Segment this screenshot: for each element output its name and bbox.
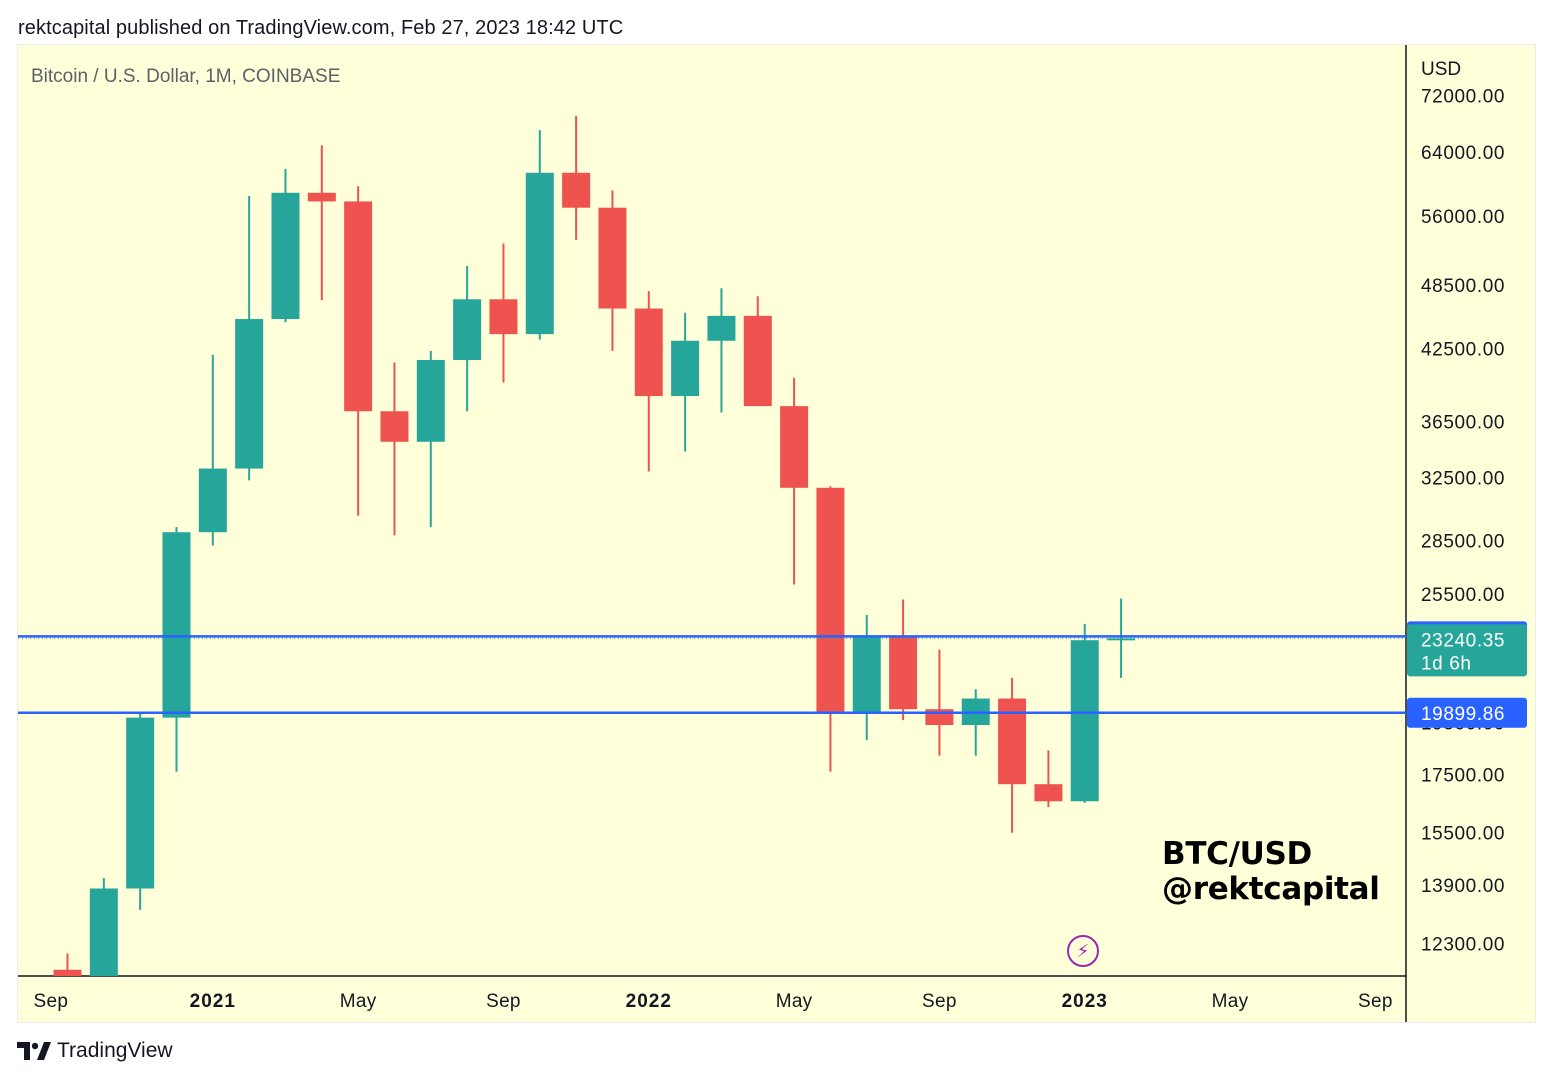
price-axis-unit: USD xyxy=(1421,59,1461,80)
x-tick-label: 2021 xyxy=(190,991,236,1012)
candle-body xyxy=(816,487,845,712)
lightning-icon[interactable]: ⚡︎ xyxy=(1067,935,1099,967)
y-tick-label: 17500.00 xyxy=(1421,765,1505,786)
last-price-label: 23240.35 xyxy=(1421,630,1505,651)
candle-body xyxy=(53,969,82,976)
candle-body xyxy=(525,172,554,335)
horizontal-level-badge xyxy=(1407,697,1527,728)
candle-body xyxy=(889,637,918,710)
candle-body xyxy=(998,698,1027,785)
watermark-author: @rektcapital xyxy=(1162,871,1380,907)
symbol-title: Bitcoin / U.S. Dollar, 1M, COINBASE xyxy=(31,66,341,87)
y-tick-label: 56000.00 xyxy=(1421,207,1505,228)
y-tick-label: 25500.00 xyxy=(1421,585,1505,606)
price-axis xyxy=(1406,45,1535,1022)
author-watermark: BTC/USD @rektcapital xyxy=(1162,837,1380,907)
candle-body xyxy=(126,717,155,889)
y-tick-label: 42500.00 xyxy=(1421,340,1505,361)
x-tick-label: May xyxy=(776,991,813,1012)
y-tick-label: 12300.00 xyxy=(1421,935,1505,956)
candle-body xyxy=(598,207,627,309)
candle-body xyxy=(671,340,700,397)
candle-body xyxy=(743,315,772,407)
candle-body xyxy=(1107,638,1136,641)
watermark-symbol: BTC/USD xyxy=(1162,836,1312,872)
candlestick-chart[interactable]: USD 72000.00 64000.00 56000.00 48500.00 42500… xyxy=(18,45,1535,1022)
candle-body xyxy=(1034,784,1063,802)
last-price-badge xyxy=(1407,624,1527,677)
candle-body xyxy=(707,315,736,341)
candle-body xyxy=(416,360,445,442)
x-tick-label: Sep xyxy=(1358,991,1393,1012)
y-tick-label: 48500.00 xyxy=(1421,276,1505,297)
candle-body xyxy=(344,201,373,412)
x-tick-label: Sep xyxy=(34,991,69,1012)
candle-body xyxy=(562,172,591,208)
candle-body xyxy=(271,192,300,320)
y-tick-label: 32500.00 xyxy=(1421,468,1505,489)
publisher-header: rektcapital published on TradingView.com… xyxy=(18,17,624,39)
candle-body xyxy=(235,319,264,469)
tradingview-logo-icon xyxy=(17,1042,51,1060)
candle-body xyxy=(307,192,336,202)
x-tick-label: Sep xyxy=(486,991,521,1012)
horizontal-level-label: 19899.86 xyxy=(1421,704,1505,725)
candle-body xyxy=(634,308,663,397)
y-tick-label: 15500.00 xyxy=(1421,824,1505,845)
candle-body xyxy=(780,406,809,488)
bar-countdown-label: 1d 6h xyxy=(1421,653,1472,674)
x-tick-label: Sep xyxy=(922,991,957,1012)
tradingview-footer[interactable]: TradingView xyxy=(17,1037,173,1065)
x-tick-label: 2023 xyxy=(1062,991,1108,1012)
x-tick-label: May xyxy=(340,991,377,1012)
candle-body xyxy=(852,637,881,712)
y-tick-label: 28500.00 xyxy=(1421,531,1505,552)
x-tick-label: 2022 xyxy=(626,991,672,1012)
candle-body xyxy=(89,888,118,976)
candle-body xyxy=(489,299,518,335)
candle-body xyxy=(198,468,227,533)
candle-body xyxy=(453,299,482,361)
chart-area[interactable]: USD 72000.00 64000.00 56000.00 48500.00 42500… xyxy=(17,44,1536,1023)
y-tick-label: 13900.00 xyxy=(1421,876,1505,897)
y-tick-label: 36500.00 xyxy=(1421,413,1505,434)
candle-body xyxy=(162,532,191,718)
tradingview-logo-text: TradingView xyxy=(57,1039,173,1062)
x-tick-label: May xyxy=(1212,991,1249,1012)
candle-body xyxy=(380,411,409,442)
y-tick-label: 72000.00 xyxy=(1421,87,1505,108)
y-tick-label: 64000.00 xyxy=(1421,143,1505,164)
candle-body xyxy=(1070,640,1099,802)
